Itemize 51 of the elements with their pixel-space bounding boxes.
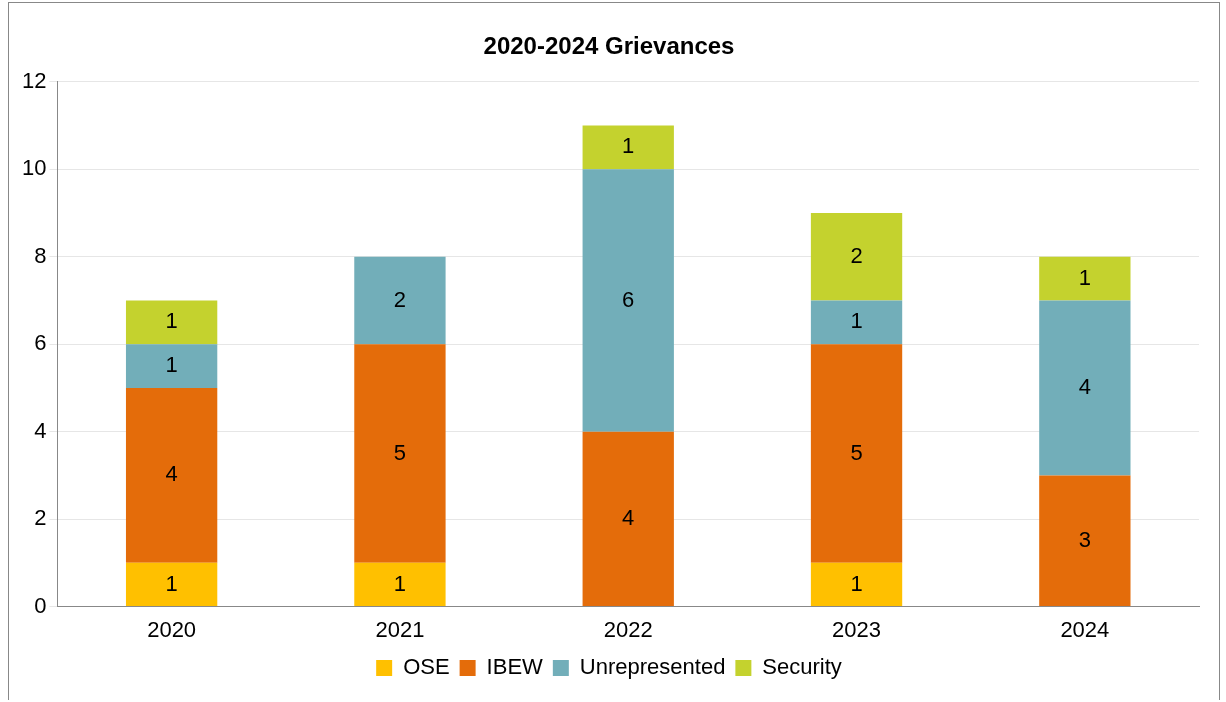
chart-title: 2020-2024 Grievances (483, 32, 735, 60)
data-label: 3 (1078, 526, 1091, 552)
legend-label: Security (762, 654, 842, 680)
data-label: 4 (622, 504, 635, 530)
bar (125, 387, 218, 563)
bar (810, 300, 903, 345)
y-tick-label: 8 (34, 242, 47, 268)
legend-label: OSE (403, 654, 450, 680)
data-label: 5 (850, 439, 863, 465)
data-label: 2 (850, 242, 863, 268)
x-tick-label: 2021 (375, 616, 425, 642)
data-label: 1 (1078, 264, 1091, 290)
data-label: 4 (165, 461, 178, 487)
bar (582, 169, 674, 432)
data-label: 4 (1078, 374, 1091, 399)
x-tick-label: 2024 (1060, 616, 1110, 642)
bar (354, 256, 446, 345)
bar (354, 562, 446, 607)
y-tick-label: 10 (21, 155, 47, 181)
bar (582, 125, 674, 170)
bar (810, 213, 903, 301)
bar (1039, 256, 1131, 301)
data-label: 1 (850, 308, 863, 334)
bar (125, 562, 218, 607)
bar (810, 562, 903, 607)
y-tick-label: 6 (34, 330, 47, 356)
x-tick-label: 2023 (832, 616, 882, 642)
y-tick-label: 2 (34, 505, 47, 531)
bar (582, 431, 674, 607)
data-label: 5 (393, 439, 407, 465)
data-label: 6 (622, 286, 635, 312)
bar (1039, 300, 1131, 476)
data-label: 1 (622, 133, 635, 159)
y-tick-label: 4 (34, 417, 47, 443)
bar (125, 300, 218, 345)
legend-label: IBEW (486, 654, 544, 680)
data-label: 1 (850, 570, 863, 596)
x-tick-label: 2020 (147, 616, 197, 642)
bar (354, 344, 446, 563)
y-tick-label: 12 (21, 67, 47, 93)
y-tick-label: 0 (34, 592, 47, 618)
legend-label: Unrepresented (579, 654, 726, 680)
data-label: 1 (165, 570, 178, 596)
data-label: 2 (393, 286, 407, 312)
data-label: 1 (393, 570, 407, 596)
data-label: 1 (165, 352, 178, 378)
bar (1039, 475, 1131, 607)
bar (125, 344, 218, 388)
bar (810, 344, 903, 563)
x-tick-label: 2022 (603, 616, 653, 642)
data-label: 1 (165, 308, 178, 334)
